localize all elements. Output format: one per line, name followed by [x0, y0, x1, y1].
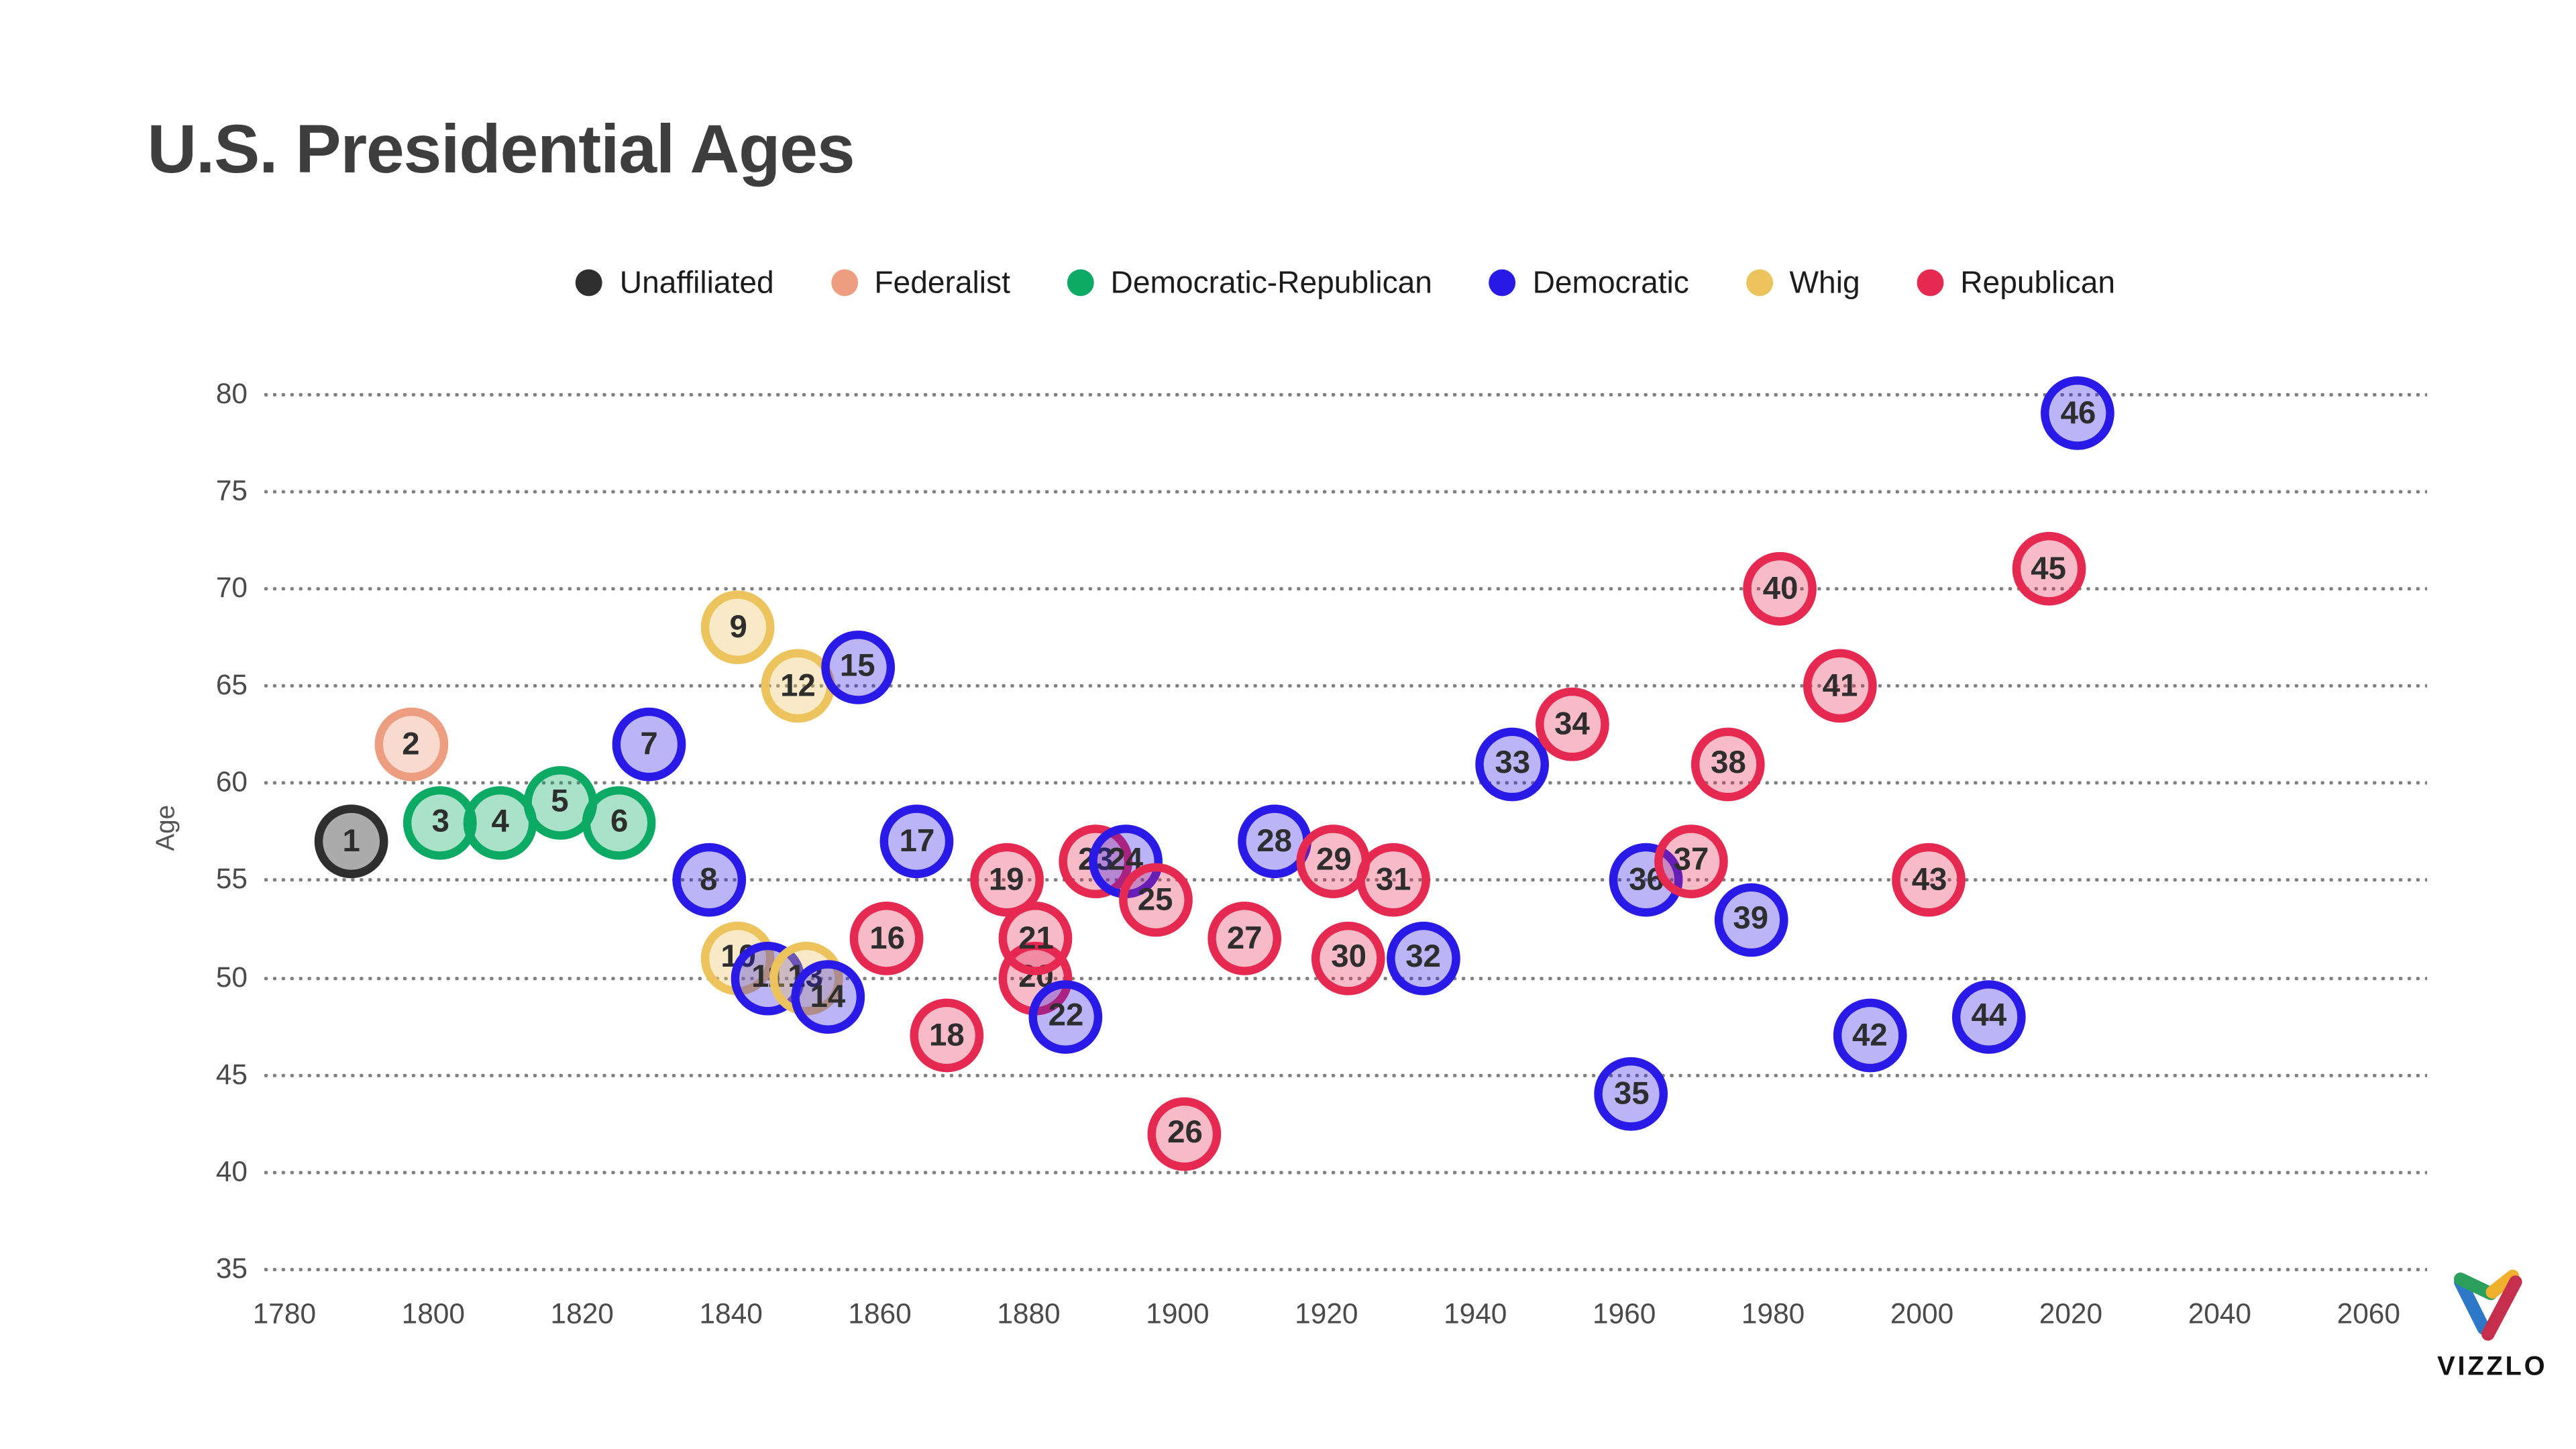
- x-tick-label-1860: 1860: [848, 1297, 912, 1330]
- bubble-president-43: 43: [1892, 843, 1966, 918]
- legend-item-label: Democratic-Republican: [1110, 264, 1432, 300]
- gridline-age-75: [264, 490, 2428, 494]
- bubble-president-32: 32: [1386, 921, 1460, 996]
- legend-item-republican: Republican: [1917, 264, 2115, 301]
- bubble-president-38: 38: [1691, 727, 1766, 801]
- bubble-president-1: 1: [314, 804, 388, 879]
- bubble-president-42: 42: [1833, 999, 1907, 1073]
- bubble-president-27: 27: [1208, 902, 1282, 976]
- x-tick-label-1820: 1820: [550, 1297, 614, 1330]
- legend-item-label: Republican: [1960, 264, 2116, 300]
- y-tick-label-40: 40: [215, 1155, 248, 1188]
- gridline-age-40: [264, 1171, 2428, 1175]
- y-tick-label-75: 75: [215, 474, 248, 507]
- bubble-president-14: 14: [791, 960, 865, 1034]
- gridline-age-70: [264, 587, 2428, 591]
- y-tick-label-80: 80: [215, 378, 248, 410]
- legend-item-label: Democratic: [1532, 264, 1689, 300]
- y-axis-title: Age: [152, 804, 181, 851]
- x-tick-label-1980: 1980: [1741, 1297, 1805, 1330]
- legend-item-whig: Whig: [1746, 264, 1860, 301]
- legend-item-unaffiliated: Unaffiliated: [576, 264, 774, 301]
- gridline-age-35: [264, 1268, 2428, 1272]
- x-tick-label-1900: 1900: [1146, 1297, 1210, 1330]
- bubble-president-7: 7: [612, 707, 686, 782]
- legend-dot-icon: [1917, 269, 1944, 297]
- legend-item-label: Federalist: [874, 264, 1010, 300]
- vizzlo-logo-icon: [2454, 1269, 2522, 1341]
- y-tick-label-65: 65: [215, 669, 248, 702]
- bubble-president-46: 46: [2041, 377, 2115, 451]
- bubble-president-26: 26: [1148, 1096, 1222, 1171]
- bubble-president-34: 34: [1535, 688, 1609, 762]
- gridline-age-45: [264, 1073, 2428, 1077]
- legend-item-democratic-republican: Democratic-Republican: [1067, 264, 1432, 301]
- y-tick-label-50: 50: [215, 961, 248, 994]
- bubble-president-30: 30: [1311, 921, 1386, 996]
- x-tick-label-1780: 1780: [252, 1297, 317, 1330]
- y-tick-label-60: 60: [215, 766, 248, 799]
- gridline-age-80: [264, 392, 2428, 396]
- bubble-president-17: 17: [880, 804, 954, 879]
- y-tick-label-45: 45: [215, 1058, 248, 1091]
- x-tick-label-1840: 1840: [699, 1297, 763, 1330]
- y-tick-label-70: 70: [215, 572, 248, 604]
- bubble-president-8: 8: [672, 843, 746, 918]
- bubble-president-9: 9: [701, 590, 775, 665]
- y-tick-label-55: 55: [215, 863, 248, 896]
- bubble-president-6: 6: [582, 785, 657, 859]
- x-tick-label-2060: 2060: [2337, 1297, 2400, 1330]
- bubble-president-31: 31: [1356, 843, 1431, 918]
- gridline-age-60: [264, 782, 2428, 786]
- x-tick-label-1800: 1800: [401, 1297, 465, 1330]
- x-tick-label-1960: 1960: [1593, 1297, 1656, 1330]
- bubble-president-15: 15: [820, 629, 895, 704]
- bubble-president-18: 18: [910, 999, 984, 1073]
- x-tick-label-2020: 2020: [2039, 1297, 2103, 1330]
- bubble-president-37: 37: [1654, 824, 1728, 898]
- y-tick-label-35: 35: [215, 1252, 248, 1285]
- x-tick-label-2000: 2000: [1890, 1297, 1954, 1330]
- legend-item-democratic: Democratic: [1489, 264, 1689, 301]
- vizzlo-logo-text: VIZZLO: [2437, 1353, 2548, 1382]
- gridline-age-65: [264, 684, 2428, 688]
- legend-item-label: Unaffiliated: [619, 264, 774, 300]
- legend-item-federalist: Federalist: [830, 264, 1010, 301]
- bubble-president-2: 2: [374, 707, 448, 782]
- legend-dot-icon: [1746, 269, 1773, 297]
- vizzlo-branding: VIZZLO: [2412, 1265, 2573, 1383]
- chart-title: U.S. Presidential Ages: [147, 110, 855, 188]
- x-tick-label-1940: 1940: [1444, 1297, 1507, 1330]
- x-tick-label-1880: 1880: [997, 1297, 1061, 1330]
- x-tick-label-1920: 1920: [1295, 1297, 1358, 1330]
- bubble-president-12: 12: [761, 649, 835, 723]
- bubble-president-41: 41: [1803, 649, 1877, 723]
- bubble-president-44: 44: [1952, 979, 2026, 1054]
- bubble-president-16: 16: [850, 902, 924, 976]
- legend-dot-icon: [830, 269, 858, 297]
- legend-dot-icon: [1489, 269, 1516, 297]
- bubble-president-40: 40: [1743, 552, 1818, 626]
- legend-dot-icon: [576, 269, 603, 297]
- bubble-president-22: 22: [1029, 979, 1103, 1054]
- legend-item-label: Whig: [1789, 264, 1860, 300]
- bubble-president-39: 39: [1713, 882, 1788, 957]
- legend-dot-icon: [1067, 269, 1094, 297]
- legend: Unaffiliated Federalist Democratic-Republi…: [264, 264, 2427, 301]
- bubble-president-45: 45: [2011, 533, 2086, 606]
- bubble-president-25: 25: [1118, 863, 1192, 937]
- bubble-president-35: 35: [1595, 1057, 1669, 1132]
- x-tick-label-2040: 2040: [2188, 1297, 2252, 1330]
